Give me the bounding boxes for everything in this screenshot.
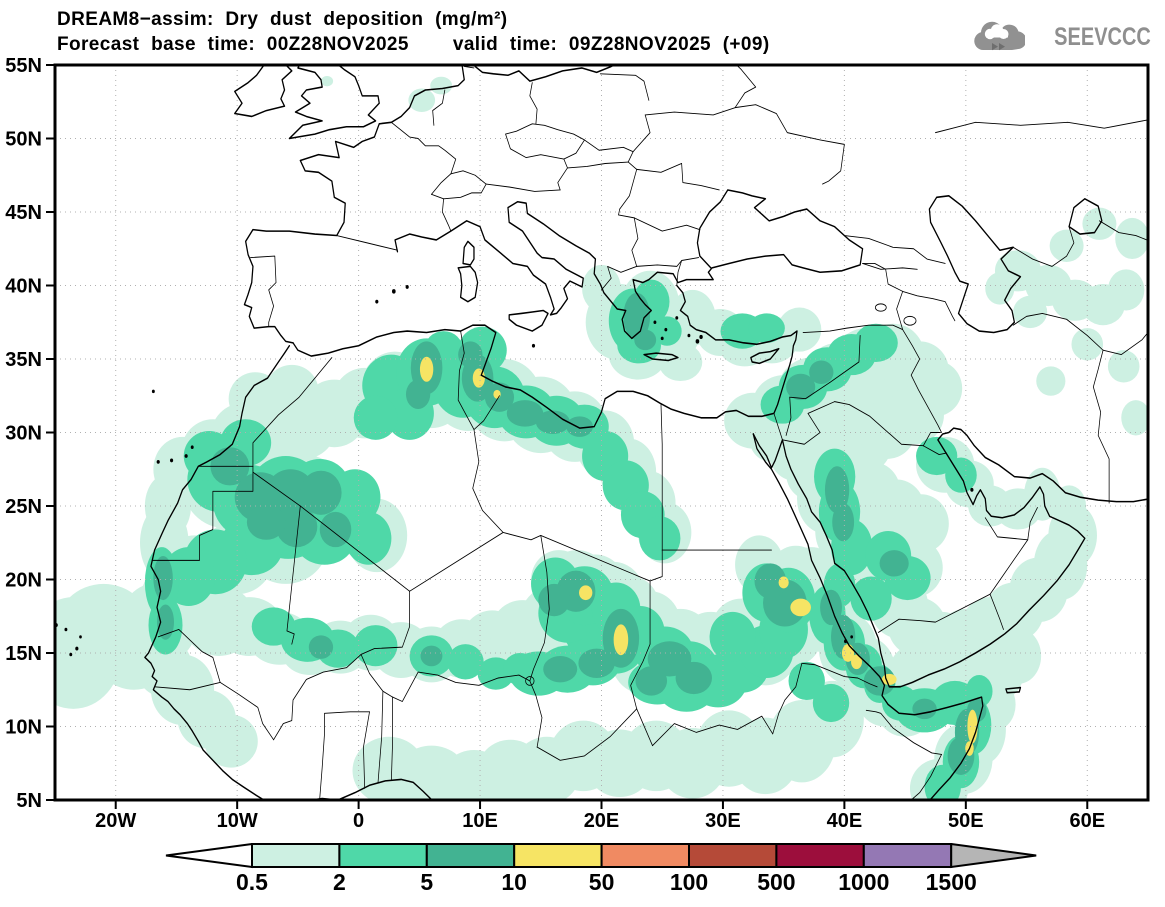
lon-axis-label: 40E [827, 810, 863, 832]
lon-axis-label: 0 [353, 810, 364, 832]
colorbar-tick-label: 100 [670, 869, 708, 895]
lon-axis-label: 50E [948, 810, 984, 832]
title-line2: Forecast base time: 00Z28NOV2025 valid ti… [57, 32, 770, 57]
colorbar-tick-label: 1500 [926, 869, 977, 895]
lon-axis-label: 10E [462, 810, 498, 832]
logo-text: SEEVCCC [1054, 23, 1151, 51]
valid-time: valid time: 09Z28NOV2025 (+09) [452, 34, 770, 55]
grid-lines [55, 65, 1148, 800]
seevccc-logo: SEEVCCC [971, 19, 1151, 56]
lat-axis-label: 50N [5, 129, 42, 151]
colorbar-segment [425, 843, 516, 868]
lat-axis-label: 35N [5, 349, 42, 371]
cloud-icon [974, 21, 1026, 51]
lat-axis-label: 30N [5, 423, 42, 445]
lon-axis-label: 60E [1069, 810, 1105, 832]
lon-axis-label: 20W [95, 810, 136, 832]
lat-axis-label: 45N [5, 202, 42, 224]
colorbar-segment [338, 843, 428, 868]
colorbar-segment [862, 843, 953, 868]
lat-axis-label: 20N [5, 570, 42, 592]
country-borders [151, 65, 1148, 800]
colorbar-tick-label: 10 [501, 869, 527, 895]
colorbar-segment [775, 843, 865, 868]
colorbar-tick-label: 500 [757, 869, 795, 895]
forecast-base-time: Forecast base time: 00Z28NOV2025 [57, 34, 409, 55]
colorbar-under-arrow [165, 843, 253, 869]
lat-axis-label: 15N [5, 643, 42, 665]
colorbar: 0.5 2 5 10 50 100 500 1000 1500 [165, 843, 1037, 895]
colorbar-segment [688, 843, 778, 868]
map-frame [53, 63, 1150, 802]
colorbar-tick-label: 50 [589, 869, 615, 895]
lon-axis-label: 30E [705, 810, 741, 832]
lat-axis-label: 55N [5, 55, 42, 77]
lat-axis-label: 25N [5, 496, 42, 518]
map-title: DREAM8−assim: Dry dust deposition (mg/m²… [57, 7, 770, 57]
island-dots [55, 285, 974, 657]
axis-labels: 55N 50N 45N 40N 35N 30N 25N 20N 15N 10N 5N 20W 10W 0 1… [5, 55, 1105, 832]
map-canvas: 55N 50N 45N 40N 35N 30N 25N 20N 15N 10N 5N 20W 10W 0 1… [5, 55, 1150, 832]
lat-axis-label: 5N [16, 790, 42, 812]
lat-axis-label: 40N [5, 276, 42, 298]
colorbar-segment [251, 843, 341, 868]
colorbar-over-arrow [950, 843, 1037, 869]
lat-axis-label: 10N [5, 717, 42, 739]
colorbar-segment [513, 843, 603, 868]
colorbar-tick-label: 5 [420, 869, 433, 895]
colorbar-tick-label: 2 [333, 869, 346, 895]
map-content [55, 65, 1148, 800]
colorbar-segment [600, 843, 691, 868]
lon-axis-label: 10W [217, 810, 258, 832]
colorbar-tick-label: 1000 [838, 869, 889, 895]
title-line1: DREAM8−assim: Dry dust deposition (mg/m²… [57, 9, 508, 30]
lon-axis-label: 20E [584, 810, 620, 832]
coastlines [144, 65, 1148, 800]
colorbar-tick-label: 0.5 [236, 869, 268, 895]
